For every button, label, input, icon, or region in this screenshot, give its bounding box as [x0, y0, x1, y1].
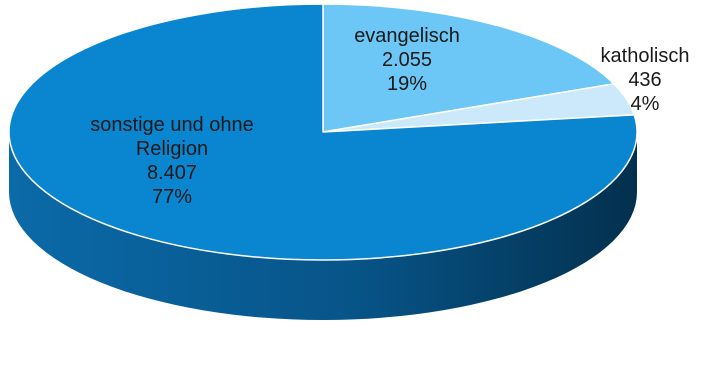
percent-label: 77% [152, 186, 192, 208]
pie-slice-evangelisch [322, 3, 615, 133]
pie-side-sonstige-und-ohne-religion [9, 132, 637, 320]
value-label: 8.407 [147, 162, 197, 184]
category-label: evangelisch [354, 25, 460, 47]
category-label: sonstige und ohne [90, 114, 253, 136]
data-label-katholisch: katholisch 436 4% [601, 45, 690, 115]
pie-sides [9, 132, 637, 320]
category-label: katholisch [601, 45, 690, 67]
value-label: 436 [628, 69, 661, 91]
category-label: Religion [136, 138, 208, 160]
value-label: 2.055 [382, 49, 432, 71]
data-label-evangelisch: evangelisch 2.055 19% [354, 25, 460, 95]
percent-label: 4% [631, 93, 660, 115]
percent-label: 19% [387, 73, 427, 95]
pie-slice-sonstige-und-ohne-religion [8, 3, 638, 261]
data-label-sonstige-und-ohne-religion: sonstige und ohne Religion 8.407 77% [90, 114, 253, 208]
pie-slices [8, 3, 638, 261]
pie-labels: evangelisch 2.055 19% katholisch 436 4% sonsti… [90, 25, 689, 208]
